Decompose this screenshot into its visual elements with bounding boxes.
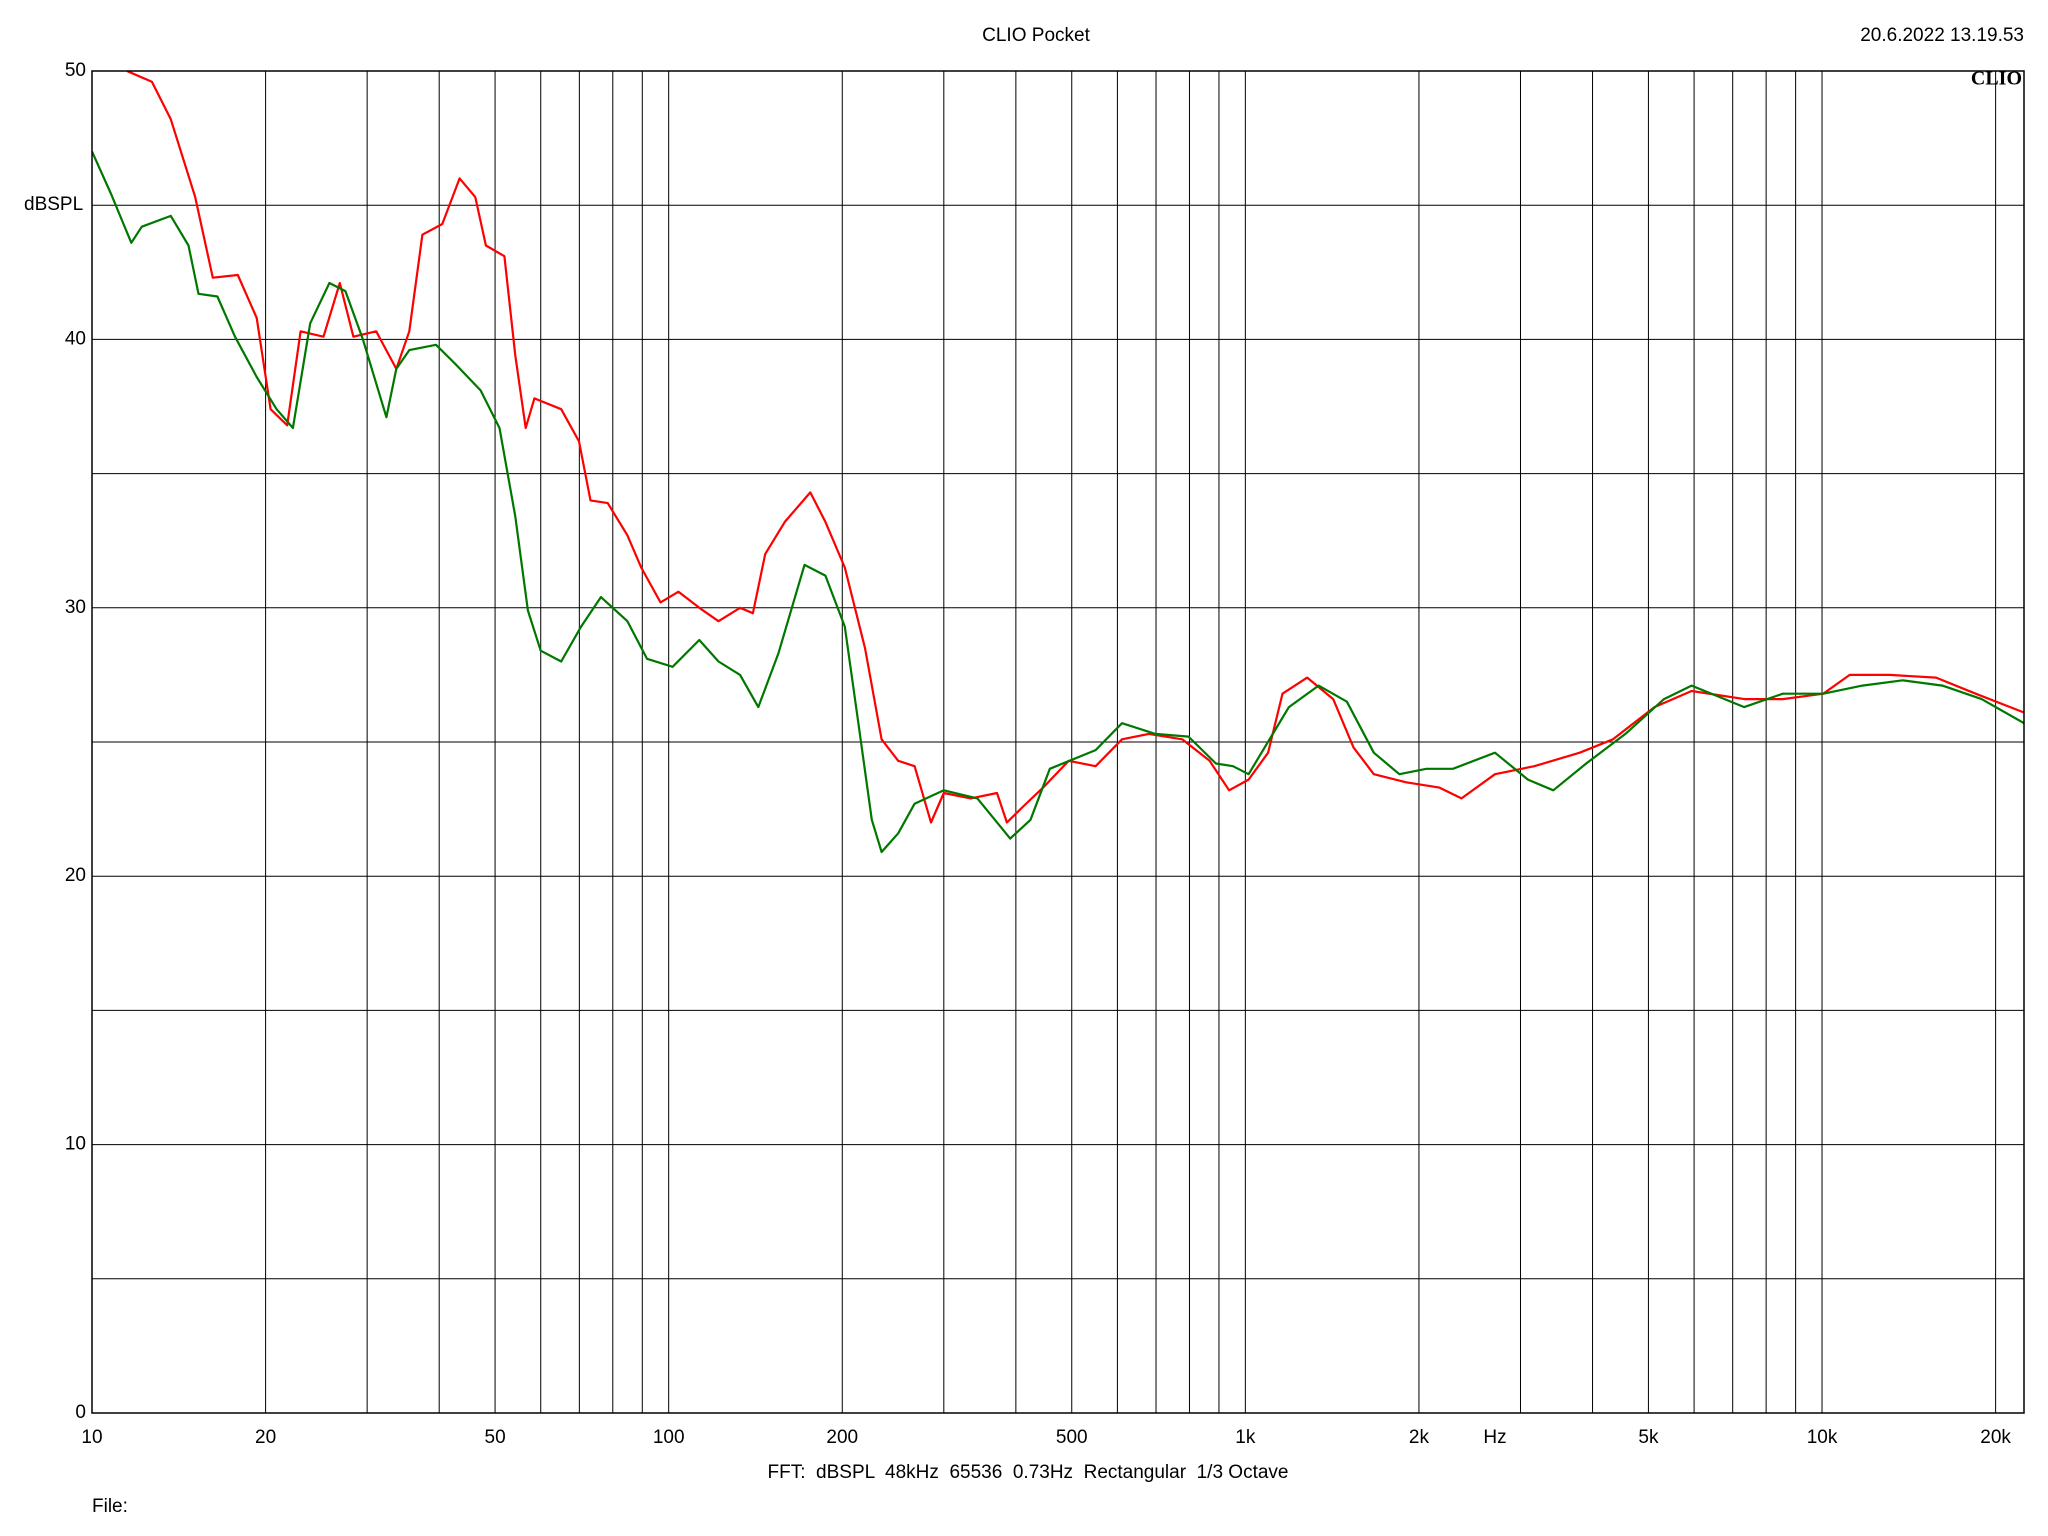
x-tick-label: 10 bbox=[81, 1427, 102, 1448]
logo: CLIO bbox=[1971, 68, 2022, 90]
y-tick-label: 50 bbox=[65, 60, 86, 81]
timestamp: 20.6.2022 13.19.53 bbox=[1860, 25, 2024, 46]
plot-frame bbox=[91, 70, 2025, 1414]
y-tick-label: 10 bbox=[65, 1134, 86, 1155]
x-unit-label: Hz bbox=[1483, 1427, 1506, 1448]
x-tick-label: 20k bbox=[1980, 1427, 2011, 1448]
series-line bbox=[126, 71, 2024, 824]
curves bbox=[92, 71, 2024, 854]
series-line bbox=[92, 151, 2024, 854]
x-tick-label: 2k bbox=[1409, 1427, 1430, 1448]
x-tick-label: 1k bbox=[1235, 1427, 1256, 1448]
x-tick-label: 500 bbox=[1056, 1427, 1088, 1448]
x-tick-label: 100 bbox=[653, 1427, 685, 1448]
x-tick-label: 20 bbox=[255, 1427, 276, 1448]
footer: FFT: dBSPL 48kHz 65536 0.73Hz Rectangula… bbox=[767, 1462, 1288, 1483]
y-tick-label: 30 bbox=[65, 597, 86, 618]
x-tick-label: 200 bbox=[826, 1427, 858, 1448]
y-tick-label: 40 bbox=[65, 328, 86, 349]
y-tick-label: 0 bbox=[75, 1402, 86, 1423]
y-axis-label: dBSPL bbox=[24, 194, 83, 215]
chart-title: CLIO Pocket bbox=[982, 25, 1090, 46]
y-tick-label: 20 bbox=[65, 865, 86, 886]
x-tick-label: 50 bbox=[485, 1427, 506, 1448]
file-label: File: bbox=[92, 1496, 128, 1517]
grid bbox=[91, 70, 2024, 1414]
x-tick-label: 5k bbox=[1638, 1427, 1659, 1448]
x-tick-label: 10k bbox=[1807, 1427, 1838, 1448]
